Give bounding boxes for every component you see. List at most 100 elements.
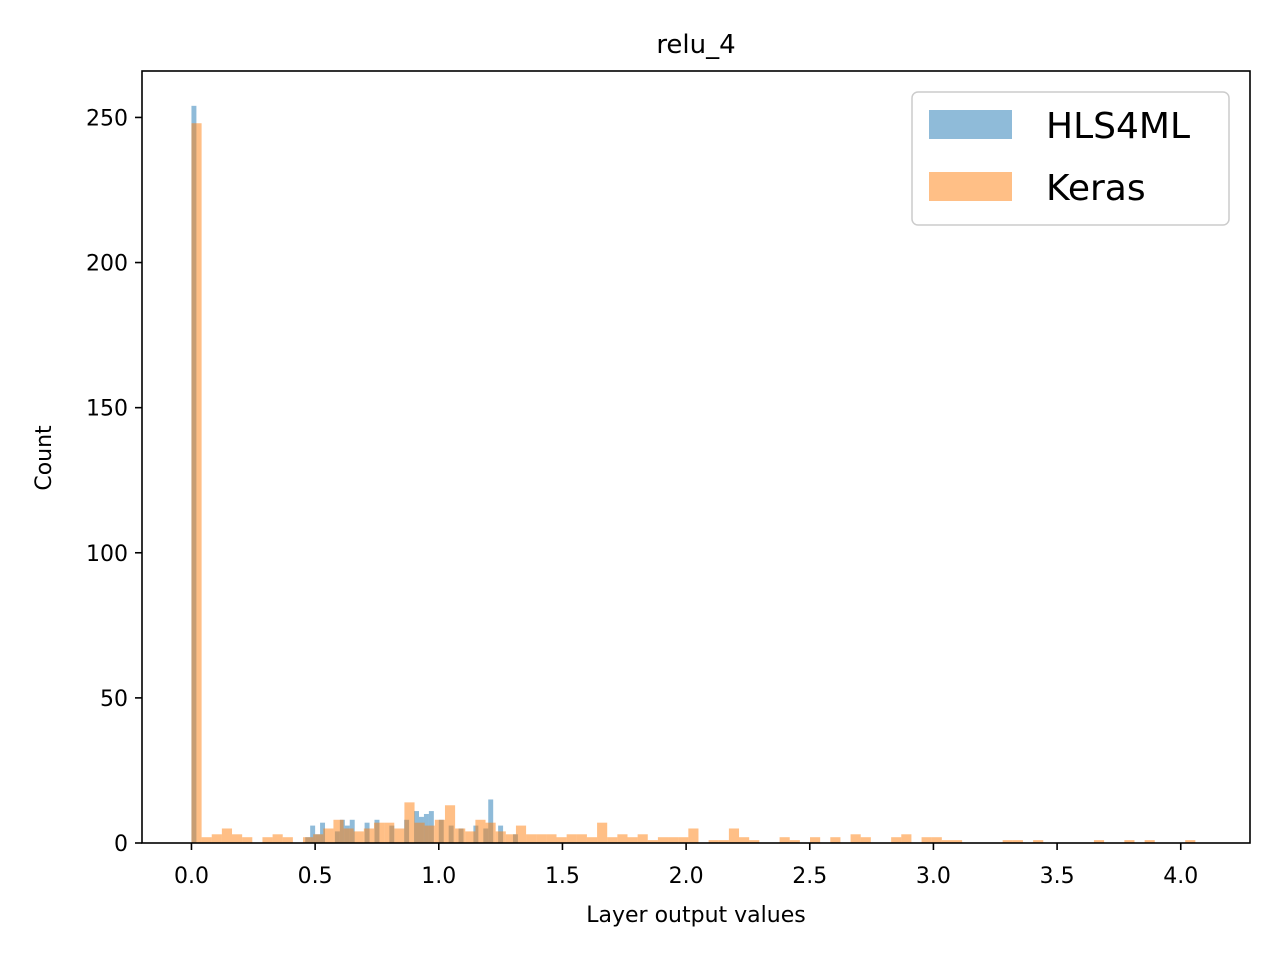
histogram-bar-keras-70 [1144,840,1155,843]
legend-label-keras: Keras [1046,168,1146,209]
histogram-bar-keras-19 [404,802,415,843]
histogram-bar-keras-2 [211,834,222,843]
legend-swatch-keras [929,172,1012,201]
bars-layer [191,105,1196,844]
histogram-bar-keras-14 [353,831,364,843]
histogram-bar-hls4ml-2 [310,825,316,843]
histogram-bar-keras-41 [627,837,638,843]
plot-frame [141,70,1251,844]
histogram-bar-keras-65 [1002,840,1013,843]
y-tick-label: 50 [100,687,128,712]
histogram-bar-keras-40 [617,834,628,843]
histogram-bar-keras-47 [688,828,699,843]
histogram-bar-keras-21 [424,825,435,843]
histogram-bar-keras-59 [891,837,902,843]
histogram-bar-keras-12 [333,819,344,843]
x-tick-label: 1.0 [421,864,456,889]
histogram-bar-keras-6 [262,837,273,843]
histogram-bar-keras-35 [566,834,577,843]
histogram-bar-keras-58 [860,837,871,843]
histogram-bar-keras-26 [475,819,486,843]
histogram-bar-keras-55 [810,837,821,843]
histogram-bar-keras-37 [586,837,598,843]
histogram-bar-keras-44 [657,837,669,843]
x-tick-label: 4.0 [1163,864,1198,889]
histogram-bar-keras-56 [830,837,841,843]
legend: HLS4ML Keras [911,91,1230,226]
y-tick-label: 150 [86,397,128,422]
histogram-bar-keras-46 [678,837,689,843]
x-tick-label: 3.0 [916,864,951,889]
y-tick-label: 200 [86,252,128,277]
legend-swatch-hls4ml [929,110,1012,139]
histogram-bar-keras-69 [1124,840,1135,843]
histogram-bar-keras-36 [576,834,587,843]
histogram-bar-keras-20 [414,822,425,843]
histogram-bar-keras-8 [282,837,293,843]
histogram-bar-keras-60 [901,834,912,843]
histogram-bar-keras-18 [394,828,405,843]
histogram-bar-keras-4 [232,834,243,843]
histogram-bar-keras-39 [607,837,618,843]
histogram-bar-keras-0 [191,123,202,844]
y-axis-label: Count [32,425,57,491]
histogram-bar-keras-57 [850,834,861,843]
histogram-bar-keras-62 [931,837,942,843]
x-tick-label: 1.5 [545,864,580,889]
x-tick-label: 3.5 [1040,864,1075,889]
histogram-bar-keras-28 [495,831,506,843]
histogram-bar-keras-3 [221,828,233,843]
histogram-bar-keras-29 [505,834,516,843]
x-axis: 0.0 0.5 1.0 1.5 2.0 2.5 3.0 3.5 4.0 [174,843,1198,889]
histogram-bar-keras-10 [313,834,324,843]
histogram-bar-keras-32 [536,834,547,843]
histogram-bar-keras-49 [718,840,729,843]
histogram-bar-hls4ml-22 [488,799,494,843]
histogram-bar-keras-68 [1093,840,1105,843]
y-tick-label: 100 [86,542,128,567]
histogram-bar-keras-52 [749,840,760,843]
histogram-bar-keras-23 [444,805,456,843]
y-tick-label: 250 [86,106,128,131]
histogram-bar-keras-64 [951,840,963,843]
histogram-bar-keras-1 [201,837,212,843]
y-tick-label: 0 [114,832,128,857]
histogram-bar-keras-43 [647,840,658,843]
histogram-bar-keras-61 [921,837,932,843]
histogram-bar-keras-33 [546,834,557,843]
histogram-bar-keras-71 [1185,840,1196,843]
histogram-bar-keras-42 [637,834,648,843]
histogram-bar-keras-63 [941,840,952,843]
histogram-bar-keras-11 [323,828,334,843]
histogram-bar-keras-45 [668,837,679,843]
y-axis: 0 50 100 150 200 250 [86,106,142,857]
histogram-bar-keras-25 [465,831,476,843]
x-tick-label: 0.0 [174,864,209,889]
histogram-bar-keras-15 [363,828,374,843]
histogram-bar-keras-66 [1012,840,1023,843]
chart-title: relu_4 [656,30,735,60]
histogram-bar-keras-16 [373,822,385,843]
histogram-bar-keras-13 [343,828,354,843]
histogram-bar-keras-9 [303,837,314,843]
histogram-bar-hls4ml-4 [320,822,326,843]
histogram-bar-keras-30 [515,825,527,843]
histogram-bar-keras-48 [708,840,719,843]
histogram-bar-keras-54 [789,840,800,843]
histogram-bar-keras-27 [485,822,496,843]
x-tick-label: 2.0 [669,864,704,889]
histogram-bar-keras-22 [434,819,445,843]
histogram-bar-keras-67 [1033,840,1044,843]
histogram-bar-keras-38 [597,822,608,843]
histogram-bar-keras-17 [384,822,395,843]
histogram-bar-keras-7 [272,834,283,843]
legend-label-hls4ml: HLS4ML [1046,106,1190,147]
histogram-bar-keras-53 [779,837,790,843]
histogram-bar-keras-34 [556,837,567,843]
histogram-bar-keras-31 [526,834,537,843]
x-tick-label: 0.5 [298,864,333,889]
histogram-bar-keras-51 [739,837,750,843]
x-axis-label: Layer output values [586,903,805,928]
histogram-bar-keras-24 [455,828,466,843]
